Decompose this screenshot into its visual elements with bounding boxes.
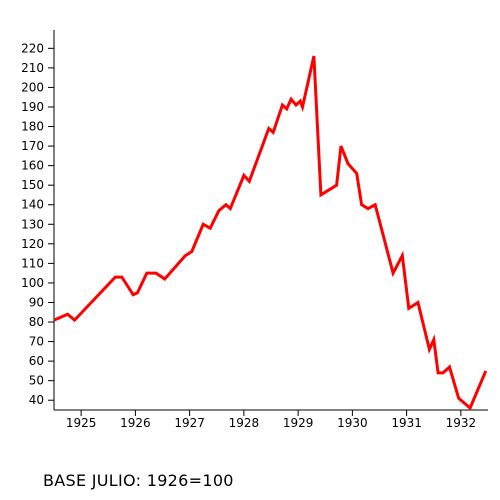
y-tick-label: 160 <box>21 159 44 173</box>
y-tick-label: 40 <box>29 393 44 407</box>
y-tick-label: 170 <box>21 139 44 153</box>
x-tick-label: 1932 <box>446 416 477 430</box>
series-line <box>53 55 488 411</box>
y-tick-label: 150 <box>21 178 44 192</box>
y-tick-label: 70 <box>29 335 44 349</box>
y-tick-label: 130 <box>21 217 44 231</box>
chart-caption: BASE JULIO: 1926=100 <box>43 471 234 490</box>
y-tick-label: 60 <box>29 354 44 368</box>
y-tick-label: 210 <box>21 61 44 75</box>
y-tick-label: 220 <box>21 41 44 55</box>
y-tick-label: 100 <box>21 276 44 290</box>
series-group <box>53 55 488 411</box>
y-tick-label: 120 <box>21 237 44 251</box>
x-tick-label: 1925 <box>66 416 97 430</box>
y-tick-label: 90 <box>29 295 44 309</box>
x-tick-label: 1929 <box>283 416 314 430</box>
x-tick-label: 1931 <box>391 416 422 430</box>
y-tick-label: 80 <box>29 315 44 329</box>
x-tick-label: 1928 <box>229 416 260 430</box>
y-tick-label: 140 <box>21 198 44 212</box>
y-tick-label: 50 <box>29 374 44 388</box>
x-tick-label: 1930 <box>337 416 368 430</box>
y-tick-label: 180 <box>21 120 44 134</box>
x-axis: 1925 1926 1927 1928 1929 1930 1931 1932 <box>54 409 488 430</box>
y-tick-label: 110 <box>21 256 44 270</box>
x-tick-label: 1927 <box>174 416 205 430</box>
y-axis: 40 50 60 70 80 90 100 110 120 130 140 150 160 170 180 1… <box>21 30 55 410</box>
y-tick-label: 190 <box>21 100 44 114</box>
y-tick-label: 200 <box>21 80 44 94</box>
x-tick-label: 1926 <box>120 416 151 430</box>
